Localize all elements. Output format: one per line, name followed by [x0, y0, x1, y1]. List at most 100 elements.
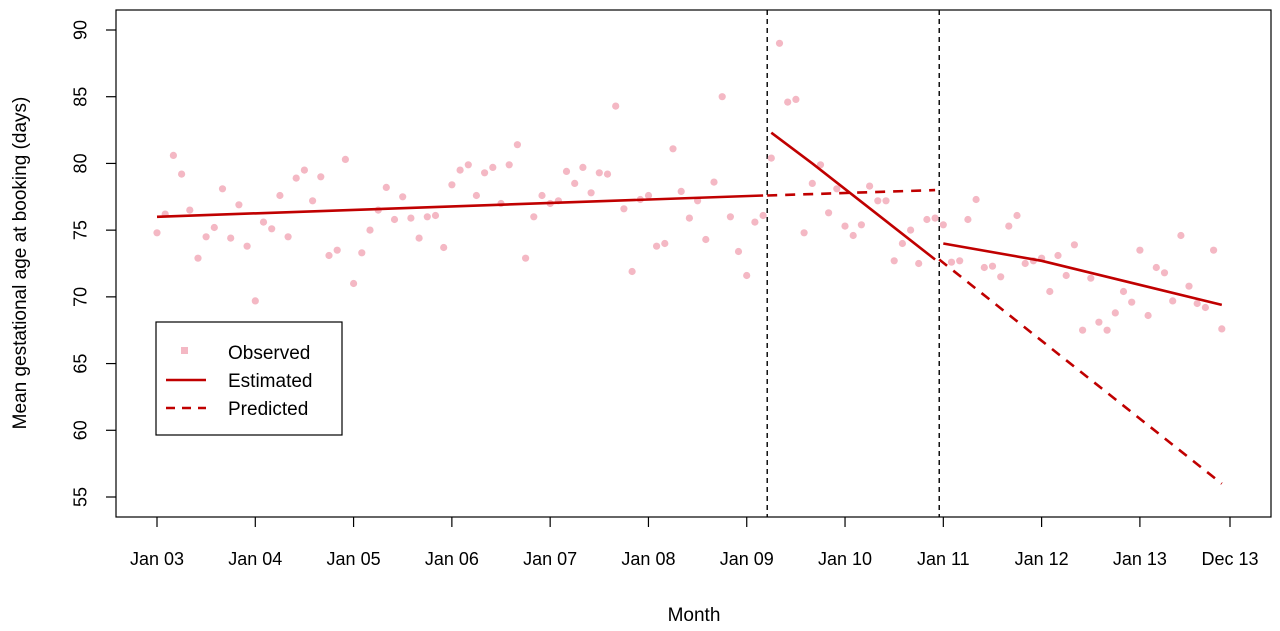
y-tick-label: 85: [70, 87, 90, 107]
observed-point: [390, 215, 399, 224]
x-tick-label: Jan 09: [720, 549, 774, 569]
observed-point: [382, 183, 390, 191]
observed-point: [685, 214, 694, 222]
observed-point: [1136, 246, 1144, 254]
observed-point: [808, 179, 816, 187]
observed-point: [1152, 263, 1160, 272]
observed-point: [743, 271, 751, 280]
observed-point: [972, 195, 980, 204]
observed-point: [956, 257, 964, 265]
observed-point: [628, 267, 636, 276]
y-tick-label: 65: [70, 354, 90, 374]
observed-point: [505, 161, 513, 169]
legend-predicted-label: Predicted: [228, 399, 308, 420]
observed-point: [825, 209, 833, 217]
observed-point: [407, 214, 415, 222]
observed-point: [923, 215, 931, 224]
legend: Observed Estimated Predicted: [155, 321, 343, 436]
observed-point: [1095, 318, 1103, 326]
observed-point: [964, 215, 972, 224]
observed-point: [1177, 231, 1185, 240]
observed-point: [1128, 298, 1136, 306]
observed-point: [218, 185, 227, 193]
observed-point: [513, 141, 522, 149]
x-tick-label: Jan 04: [228, 549, 282, 569]
observed-point: [522, 254, 530, 262]
observed-point: [775, 39, 784, 47]
observed-point: [472, 191, 480, 200]
legend-box: [155, 321, 343, 436]
estimated-segment-1: [156, 194, 764, 219]
observed-point: [571, 179, 579, 187]
observed-point: [227, 234, 235, 242]
x-tick-label: Jan 10: [818, 549, 872, 569]
y-tick-label: 70: [70, 287, 90, 307]
y-axis: 55 60 65 70 75 80 85 90: [70, 20, 116, 507]
observed-point: [292, 174, 300, 182]
y-axis-title: Mean gestational age at booking (days): [10, 97, 31, 430]
observed-point: [259, 218, 268, 226]
observed-point: [350, 279, 358, 288]
observed-point: [1210, 246, 1218, 254]
observed-point: [1218, 325, 1226, 333]
observed-point: [325, 251, 333, 260]
observed-point: [833, 185, 841, 193]
observed-point: [1111, 309, 1119, 317]
intervention-lines: [766, 10, 940, 517]
observed-point: [661, 239, 669, 248]
observed-point: [612, 102, 620, 110]
observed-point: [153, 229, 161, 237]
observed-point: [1054, 251, 1062, 260]
observed-point: [333, 246, 341, 254]
observed-point: [784, 98, 792, 106]
y-tick-label: 55: [70, 487, 90, 507]
observed-point: [210, 223, 218, 232]
observed-point: [358, 249, 366, 257]
observed-points: [153, 39, 1226, 334]
observed-point: [980, 263, 988, 272]
observed-point: [669, 145, 677, 153]
observed-point: [595, 169, 603, 177]
predicted-segment-1: [767, 188, 936, 197]
observed-point: [251, 297, 259, 305]
x-axis: Jan 03 Jan 04 Jan 05 Jan 06 Jan 07 Jan 08 Jan …: [130, 517, 1259, 569]
observed-point: [751, 218, 759, 226]
observed-point: [431, 211, 440, 220]
observed-point: [178, 170, 186, 178]
observed-point: [1201, 303, 1209, 312]
observed-point: [399, 193, 407, 201]
predicted-segment-2: [938, 258, 1223, 485]
x-tick-label: Jan 08: [621, 549, 675, 569]
observed-point: [1169, 297, 1177, 305]
observed-point: [874, 197, 882, 205]
observed-point: [644, 191, 653, 200]
observed-point: [341, 155, 349, 163]
observed-point: [1087, 274, 1095, 282]
observed-point: [1021, 259, 1029, 268]
observed-point: [677, 187, 685, 195]
observed-point: [931, 214, 939, 222]
observed-point: [448, 181, 456, 189]
observed-point: [726, 213, 735, 221]
observed-point: [841, 222, 849, 230]
observed-point: [759, 211, 767, 220]
observed-point: [866, 182, 874, 190]
observed-point: [939, 221, 947, 229]
observed-point: [767, 154, 775, 162]
observed-point: [538, 191, 546, 200]
observed-point: [1160, 269, 1169, 277]
legend-observed-marker: [181, 347, 188, 354]
observed-point: [284, 233, 292, 241]
x-axis-title: Month: [668, 605, 721, 626]
observed-point: [907, 226, 915, 234]
observed-point: [300, 166, 308, 174]
observed-point: [882, 197, 890, 205]
observed-point: [464, 161, 472, 169]
observed-point: [440, 243, 448, 252]
observed-point: [1103, 326, 1111, 334]
observed-point: [309, 197, 317, 205]
observed-point: [620, 205, 628, 213]
observed-point: [849, 231, 857, 240]
observed-point: [366, 226, 374, 234]
observed-point: [792, 95, 800, 103]
